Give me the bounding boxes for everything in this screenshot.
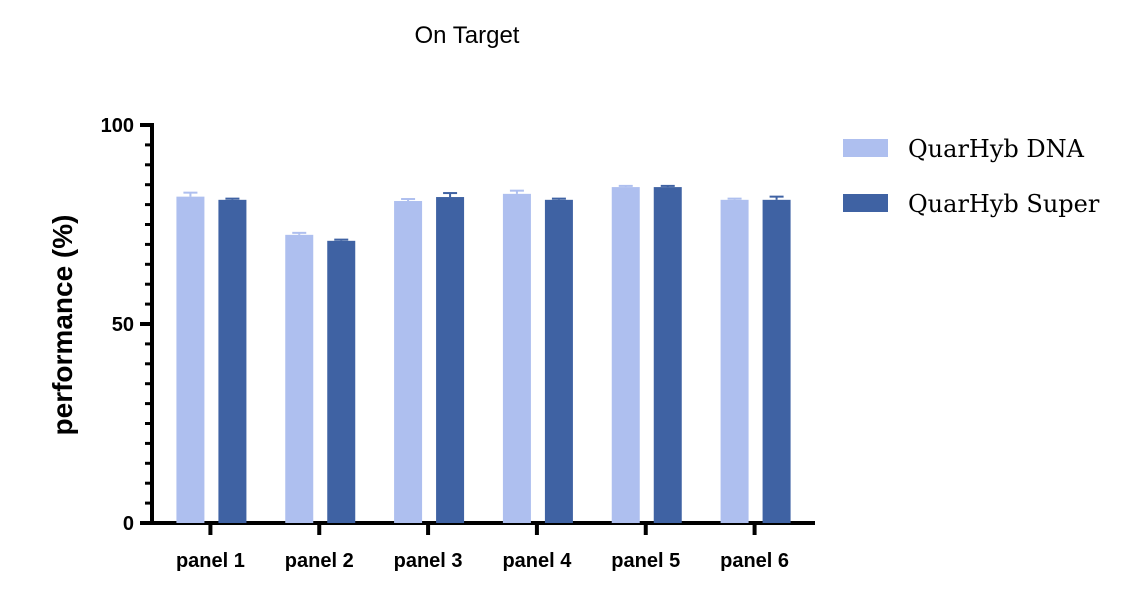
legend-label: QuarHyb Super <box>908 190 1100 218</box>
bar-dna <box>720 199 749 523</box>
x-tick-label: panel 4 <box>502 550 572 572</box>
y-tick-label: 50 <box>112 314 134 336</box>
bar-dna <box>176 196 205 523</box>
x-tick-label: panel 6 <box>720 550 789 572</box>
x-tick-label: panel 2 <box>285 550 354 572</box>
y-axis-label: performance (%) <box>47 215 78 436</box>
bar-super <box>762 199 791 523</box>
bar-dna <box>611 187 640 523</box>
bar-super <box>218 199 247 523</box>
bar-dna <box>285 234 314 523</box>
bar-super <box>436 197 465 523</box>
x-tick-label: panel 5 <box>611 550 680 572</box>
bar-super <box>544 199 573 523</box>
legend-swatch <box>843 194 888 212</box>
chart-title: On Target <box>415 22 520 49</box>
y-tick-label: 0 <box>123 513 134 535</box>
legend-label: QuarHyb DNA <box>908 135 1085 163</box>
x-tick-label: panel 1 <box>176 550 245 572</box>
y-tick-label: 100 <box>101 115 134 137</box>
x-tick-label: panel 3 <box>394 550 463 572</box>
bar-dna <box>394 201 423 523</box>
bar-super <box>327 240 356 523</box>
bar-dna <box>502 193 531 523</box>
bar-super <box>653 187 682 523</box>
legend-swatch <box>843 139 888 157</box>
